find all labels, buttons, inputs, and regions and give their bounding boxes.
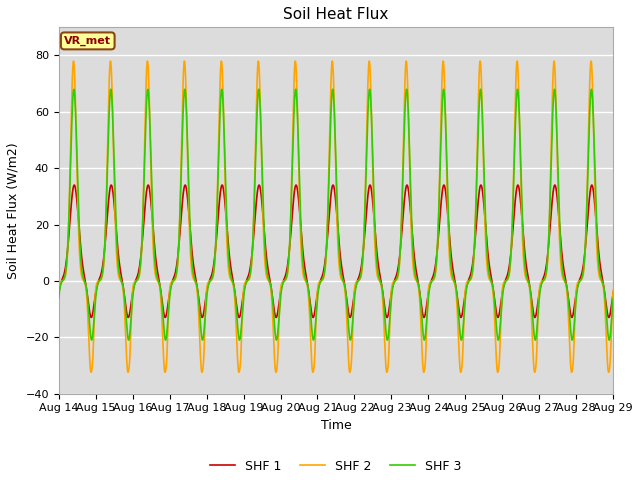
SHF 1 [210, 262, 218, 268]
SHF 1 [390, 278, 398, 284]
SHF 1 [514, 182, 522, 188]
Title: Soil Heat Flux: Soil Heat Flux [284, 7, 388, 22]
SHF 3 [173, 260, 181, 266]
SHF 3 [292, 86, 300, 92]
SHF 2 [174, 260, 182, 265]
SHF 3 [383, 337, 391, 343]
SHF 2 [390, 278, 398, 284]
SHF 2 [609, 288, 617, 294]
SHF 1 [557, 240, 564, 246]
SHF 2 [70, 58, 77, 64]
SHF 3 [557, 248, 564, 253]
Legend: SHF 1, SHF 2, SHF 3: SHF 1, SHF 2, SHF 3 [205, 455, 467, 478]
SHF 3 [400, 136, 408, 142]
X-axis label: Time: Time [321, 419, 351, 432]
SHF 2 [557, 262, 564, 268]
SHF 3 [390, 279, 398, 285]
SHF 3 [55, 295, 63, 301]
SHF 3 [609, 297, 617, 302]
SHF 3 [609, 295, 617, 301]
SHF 1 [400, 203, 408, 209]
SHF 2 [210, 269, 218, 275]
SHF 2 [55, 287, 63, 293]
SHF 2 [124, 370, 132, 375]
SHF 1 [198, 314, 206, 320]
SHF 1 [609, 291, 617, 297]
SHF 2 [400, 112, 408, 118]
Line: SHF 3: SHF 3 [59, 89, 613, 340]
SHF 1 [55, 290, 63, 296]
Line: SHF 1: SHF 1 [59, 185, 613, 317]
Y-axis label: Soil Heat Flux (W/m2): Soil Heat Flux (W/m2) [7, 142, 20, 279]
SHF 1 [609, 290, 617, 296]
SHF 2 [609, 287, 617, 293]
SHF 1 [173, 256, 181, 262]
Line: SHF 2: SHF 2 [59, 61, 613, 372]
Text: VR_met: VR_met [64, 36, 111, 46]
SHF 3 [210, 269, 218, 275]
